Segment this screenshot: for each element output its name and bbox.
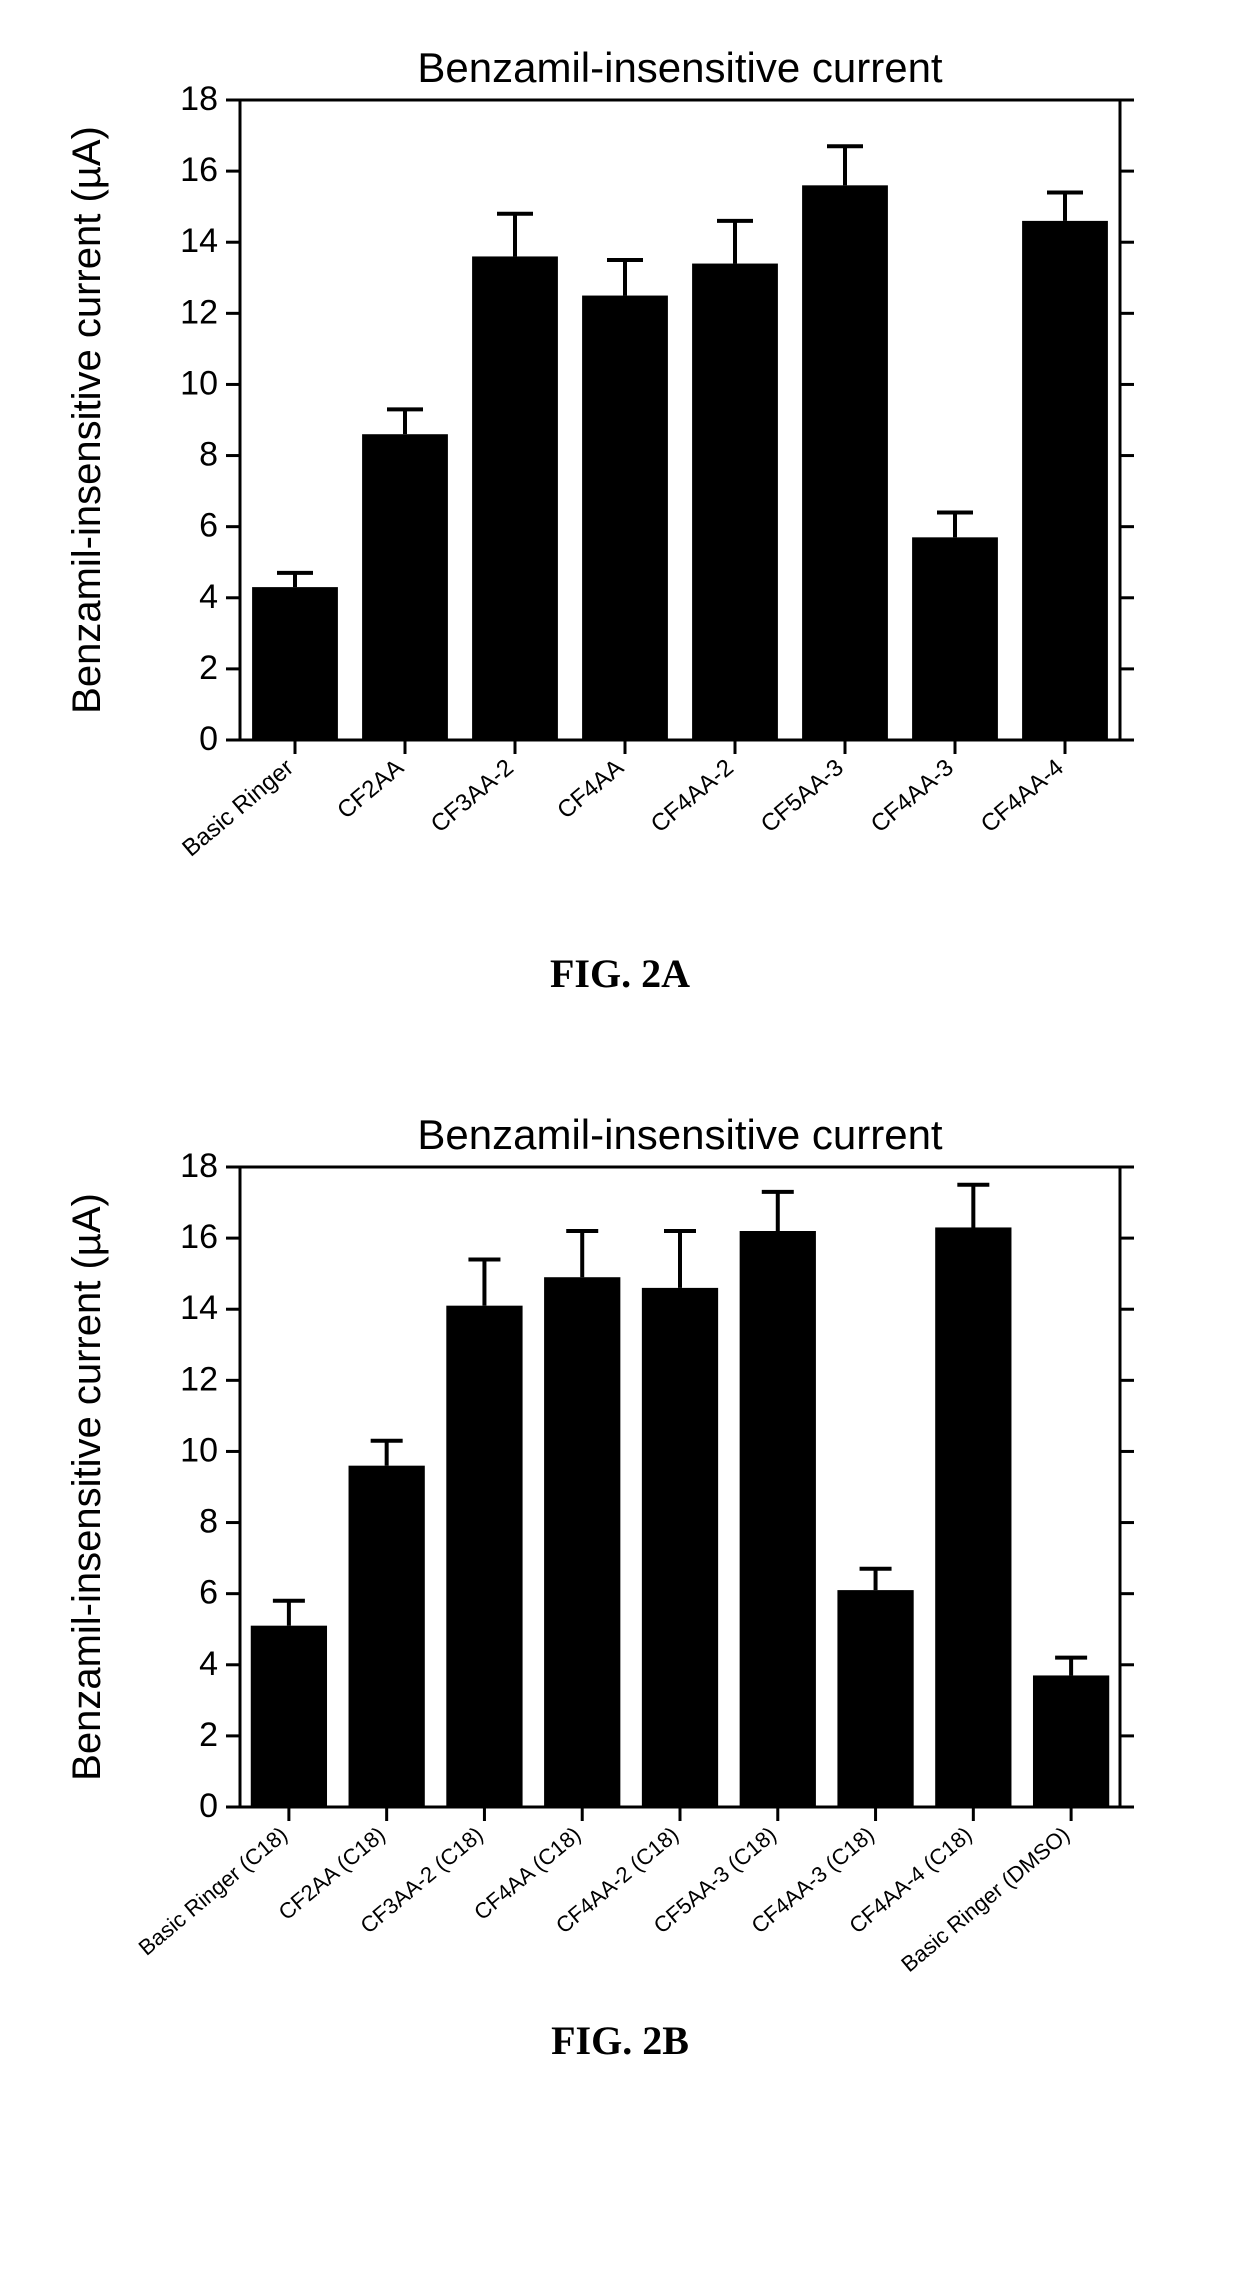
bar: [740, 1231, 816, 1807]
bar: [252, 587, 338, 740]
ytick-label: 6: [199, 507, 218, 545]
bar: [802, 185, 888, 740]
xtick-label: CF4AA: [552, 754, 629, 824]
ytick-label: 10: [180, 1431, 218, 1469]
chart-b-caption: FIG. 2B: [40, 2017, 1200, 2064]
ytick-label: 10: [180, 364, 218, 402]
ytick-label: 4: [199, 1645, 218, 1683]
xtick-label: Basic Ringer: [177, 754, 299, 862]
y-axis-label: Benzamil-insensitive current (µA): [65, 1193, 109, 1781]
ytick-label: 16: [180, 151, 218, 189]
y-axis-label: Benzamil-insensitive current (µA): [65, 126, 109, 714]
ytick-label: 0: [199, 1787, 218, 1825]
chart-title: Benzamil-insensitive current: [417, 44, 943, 91]
bar: [582, 296, 668, 740]
xtick-label: CF3AA-2: [426, 754, 519, 838]
bar: [692, 264, 778, 740]
chart-title: Benzamil-insensitive current: [417, 1111, 943, 1158]
xtick-label: CF2AA: [332, 754, 409, 824]
ytick-label: 14: [180, 1289, 218, 1327]
chart-a-panel: 0 2 4 6 8 10 12 14 16 18 Benzamil-insensitive curr…: [40, 30, 1200, 997]
bar: [251, 1626, 327, 1807]
bar: [362, 434, 448, 740]
bar: [912, 537, 998, 740]
bar: [1022, 221, 1108, 740]
bar: [642, 1288, 718, 1807]
figure-wrap: 0 2 4 6 8 10 12 14 16 18 Benzamil-insensitive curr…: [0, 0, 1240, 2224]
xtick-label: Basic Ringer (DMSO): [896, 1822, 1074, 1977]
bar: [1033, 1675, 1109, 1807]
xtick-label: CF4AA-2: [646, 754, 739, 838]
bar: [472, 256, 558, 740]
bar: [544, 1277, 620, 1807]
xtick-label: CF5AA-3: [756, 754, 849, 838]
xtick-label: CF4AA-4: [976, 754, 1069, 838]
chart-b-panel: 0 2 4 6 8 10 12 14 16 18 Benzamil-insensitive curr…: [40, 1097, 1200, 2064]
xtick-label: CF4AA-3: [866, 754, 959, 838]
ytick-label: 14: [180, 222, 218, 260]
chart-a-caption: FIG. 2A: [40, 950, 1200, 997]
ytick-label: 8: [199, 1503, 218, 1541]
bar: [349, 1466, 425, 1807]
ytick-label: 2: [199, 1716, 218, 1754]
ytick-label: 16: [180, 1218, 218, 1256]
ytick-label: 18: [180, 80, 218, 118]
bar: [935, 1227, 1011, 1807]
ytick-label: 4: [199, 578, 218, 616]
ytick-label: 2: [199, 649, 218, 687]
ytick-label: 18: [180, 1147, 218, 1185]
ytick-label: 0: [199, 720, 218, 758]
chart-b-svg: 0 2 4 6 8 10 12 14 16 18 Benzamil-insensitive curr…: [40, 1097, 1160, 2007]
ytick-label: 6: [199, 1574, 218, 1612]
ytick-label: 12: [180, 293, 218, 331]
bar: [446, 1306, 522, 1807]
ytick-label: 8: [199, 436, 218, 474]
ytick-label: 12: [180, 1360, 218, 1398]
chart-a-svg: 0 2 4 6 8 10 12 14 16 18 Benzamil-insensitive curr…: [40, 30, 1160, 940]
bar: [837, 1590, 913, 1807]
xtick-label: Basic Ringer (C18): [134, 1822, 292, 1961]
